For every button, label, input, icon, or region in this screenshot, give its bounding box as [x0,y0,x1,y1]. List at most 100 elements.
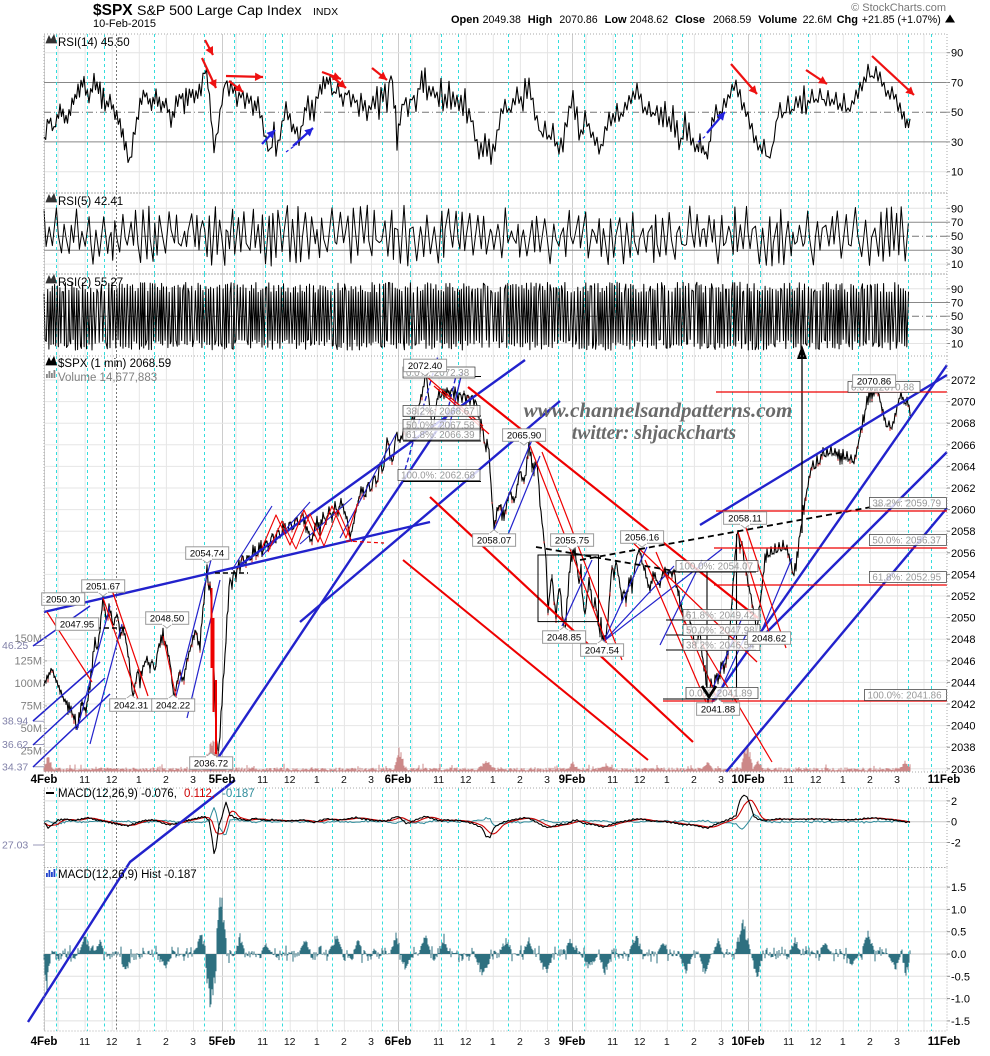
svg-text:34.37: 34.37 [2,761,28,773]
svg-text:MACD(12,26,9) Hist -0.187: MACD(12,26,9) Hist -0.187 [58,869,197,881]
svg-text:25M: 25M [21,745,42,757]
svg-text:9Feb: 9Feb [559,1036,586,1048]
svg-text:61.8%: 2052.95: 61.8%: 2052.95 [872,573,941,584]
svg-text:70: 70 [951,78,963,90]
svg-text:2: 2 [163,1036,169,1048]
svg-text:2048.62: 2048.62 [630,14,668,26]
svg-text:twitter: shjackcharts: twitter: shjackcharts [572,423,736,444]
svg-text:90: 90 [951,48,963,60]
svg-text:38.2%: 2068.67: 38.2%: 2068.67 [406,407,475,418]
svg-text:12: 12 [284,1036,296,1048]
svg-text:12: 12 [106,774,118,786]
svg-text:50.0%: 2056.37: 50.0%: 2056.37 [872,536,941,547]
svg-text:Low: Low [605,14,627,26]
svg-text:2068: 2068 [951,418,975,430]
svg-text:RSI(2) 55.27: RSI(2) 55.27 [58,277,123,289]
svg-text:12: 12 [634,774,646,786]
svg-text:2066: 2066 [951,440,975,452]
svg-text:4Feb: 4Feb [31,1036,58,1048]
svg-text:2049.38: 2049.38 [483,14,521,26]
svg-text:10: 10 [951,167,963,179]
svg-text:12: 12 [460,1036,472,1048]
svg-text:100.0%: 2041.86: 100.0%: 2041.86 [868,691,943,702]
svg-text:3: 3 [544,774,550,786]
svg-text:1: 1 [840,774,846,786]
svg-text:2046: 2046 [951,656,975,668]
svg-text:2042.22: 2042.22 [156,701,190,712]
svg-text:S&P 500 Large Cap Index: S&P 500 Large Cap Index [137,3,302,19]
svg-text:2070.86: 2070.86 [559,14,597,26]
svg-text:1: 1 [136,1036,142,1048]
svg-text:50: 50 [951,231,963,243]
svg-text:1: 1 [664,774,670,786]
svg-text:Volume: Volume [758,14,797,26]
svg-text:$SPX (1 min) 2068.59: $SPX (1 min) 2068.59 [58,358,171,370]
svg-text:1.5: 1.5 [951,882,966,894]
svg-text:36.62: 36.62 [2,739,28,751]
svg-text:0.0%: 2072.38: 0.0%: 2072.38 [406,368,470,379]
svg-text:30: 30 [951,325,963,337]
svg-text:2038: 2038 [951,742,975,754]
svg-text:3: 3 [894,1036,900,1048]
svg-text:10-Feb-2015: 10-Feb-2015 [93,18,156,30]
svg-text:0.112,: 0.112, [184,788,215,800]
svg-text:2036.72: 2036.72 [194,759,228,770]
svg-text:70: 70 [951,298,963,310]
svg-text:50: 50 [951,311,963,323]
svg-text:2: 2 [691,774,697,786]
svg-text:High: High [528,14,553,26]
svg-text:3: 3 [718,1036,724,1048]
svg-text:2036: 2036 [951,764,975,776]
svg-text:2070: 2070 [951,397,975,409]
svg-text:3: 3 [544,1036,550,1048]
svg-text:3: 3 [190,774,196,786]
svg-text:© StockCharts.com: © StockCharts.com [851,2,946,14]
svg-text:150M: 150M [14,633,42,645]
svg-text:-1.5: -1.5 [951,1016,970,1028]
svg-text:50M: 50M [21,723,42,735]
svg-text:10: 10 [951,259,963,271]
svg-text:1.0: 1.0 [951,904,966,916]
svg-text:1: 1 [314,774,320,786]
svg-text:100M: 100M [14,678,42,690]
svg-text:2054: 2054 [951,569,975,581]
svg-text:2058.11: 2058.11 [728,514,762,525]
svg-text:11: 11 [433,1036,444,1048]
svg-text:22.6M: 22.6M [803,14,832,26]
svg-text:2058: 2058 [951,526,975,538]
svg-text:2042.31: 2042.31 [114,701,148,712]
svg-text:90: 90 [951,284,963,296]
svg-text:0: 0 [951,817,957,829]
svg-text:1: 1 [490,1036,496,1048]
svg-text:2070.86: 2070.86 [857,377,891,388]
svg-text:2: 2 [163,774,169,786]
svg-text:10: 10 [951,339,963,351]
svg-text:50.0%: 2067.58: 50.0%: 2067.58 [406,421,475,432]
svg-text:3: 3 [368,1036,374,1048]
svg-text:11Feb: 11Feb [928,774,961,786]
svg-text:2: 2 [867,1036,873,1048]
svg-text:11Feb: 11Feb [928,1036,961,1048]
svg-text:11: 11 [433,774,444,786]
svg-text:5Feb: 5Feb [209,774,236,786]
svg-text:2048.62: 2048.62 [752,634,786,645]
svg-text:RSI(5) 42.41: RSI(5) 42.41 [58,196,123,208]
svg-text:-2: -2 [951,838,961,850]
svg-text:2044: 2044 [951,677,975,689]
svg-text:30: 30 [951,245,963,257]
svg-text:2: 2 [517,774,523,786]
svg-text:0.0%: 2070.88: 0.0%: 2070.88 [851,383,915,394]
svg-text:Open: Open [451,14,479,26]
svg-text:0.0: 0.0 [951,949,966,961]
svg-text:2: 2 [951,796,957,808]
svg-text:2051.67: 2051.67 [86,582,120,593]
svg-text:11: 11 [783,1036,794,1048]
svg-text:2068.59: 2068.59 [713,14,751,26]
svg-text:2052: 2052 [951,591,975,603]
svg-text:2050.30: 2050.30 [46,595,80,606]
svg-text:11: 11 [607,1036,618,1048]
svg-text:27.03: 27.03 [2,840,28,852]
svg-text:2: 2 [867,774,873,786]
svg-text:2: 2 [691,1036,697,1048]
svg-text:11: 11 [607,774,618,786]
